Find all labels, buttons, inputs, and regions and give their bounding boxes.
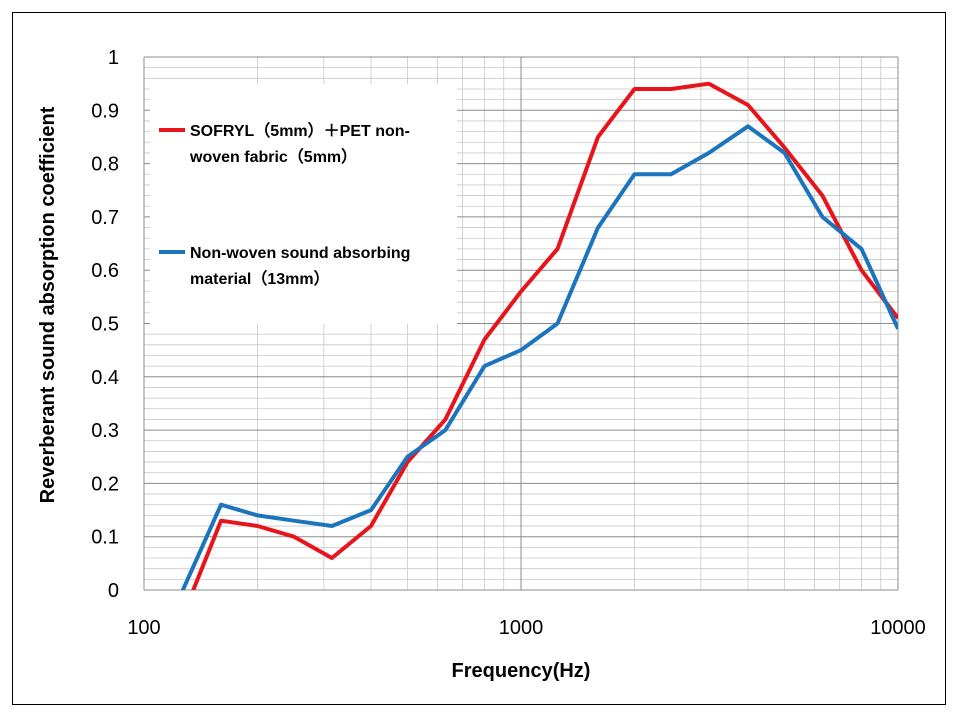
y-tick-label: 0.9 [91, 100, 119, 122]
y-tick-label: 0.8 [91, 154, 119, 176]
y-tick-label: 0.3 [91, 420, 119, 442]
y-tick-label: 0.5 [91, 314, 119, 336]
y-tick-labels: 0 0.1 0.2 0.3 0.4 0.5 0.6 0.7 0.8 0.9 1 [91, 47, 119, 602]
legend-label-2: Non-woven sound absorbing [190, 245, 410, 262]
y-tick-label: 0.1 [91, 527, 119, 549]
legend: SOFRYL（5mm）＋PET non-woven fabric（5mm） Non… [150, 84, 457, 324]
y-tick-label: 0.4 [91, 367, 119, 389]
x-axis-title: Frequency(Hz) [452, 660, 591, 682]
series-line-2 [180, 124, 898, 590]
x-tick-label: 1000 [499, 617, 544, 639]
y-tick-label: 1 [108, 47, 119, 69]
legend-label-1: SOFRYL（5mm）＋PET non- [190, 122, 410, 140]
series-layer [180, 81, 898, 590]
x-tick-labels: 100 1000 10000 [127, 617, 926, 639]
y-tick-label: 0.7 [91, 207, 119, 229]
y-tick-label: 0.6 [91, 260, 119, 282]
legend-box [150, 84, 457, 324]
y-axis-title: Reverberant sound absorption coefficient [37, 106, 59, 503]
y-tick-label: 0.2 [91, 473, 119, 495]
x-tick-label: 100 [127, 617, 160, 639]
legend-label-2: material（13mm） [190, 270, 330, 288]
legend-label-1: woven fabric（5mm） [189, 148, 357, 166]
x-tick-label: 10000 [870, 617, 926, 639]
y-tick-label: 0 [108, 580, 119, 602]
series-line-1 [191, 81, 898, 590]
